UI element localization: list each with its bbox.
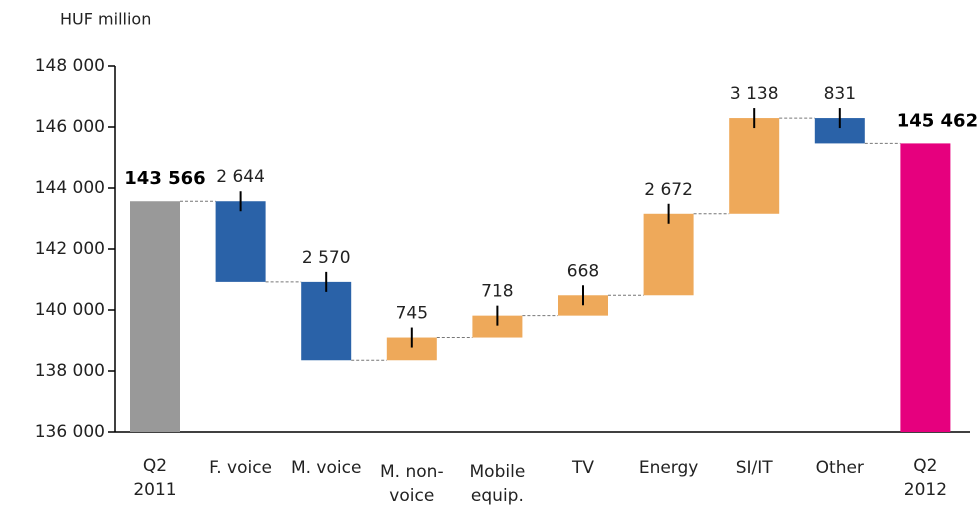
y-tick-label: 148 000	[35, 56, 105, 76]
bar	[215, 201, 266, 282]
x-tick-label: SI/IT	[736, 458, 774, 478]
bar	[130, 201, 180, 432]
value-label: 145 462	[897, 110, 978, 131]
y-tick-label: 138 000	[35, 361, 105, 381]
x-tick-label: Mobile equip.	[470, 462, 526, 506]
value-label: 668	[567, 261, 599, 281]
x-tick-label: Q2 2012	[904, 456, 947, 500]
value-label: 2 570	[302, 248, 351, 268]
bar	[386, 337, 437, 361]
y-tick-label: 142 000	[35, 239, 105, 259]
x-tick-label: M. non-voice	[380, 462, 444, 506]
bar	[900, 143, 951, 432]
value-label: 2 672	[644, 180, 693, 200]
y-tick-label: 144 000	[35, 178, 105, 198]
y-tick-label: 140 000	[35, 300, 105, 320]
bar	[643, 213, 694, 296]
value-label: 745	[396, 304, 428, 324]
value-label: 2 644	[216, 167, 265, 187]
value-label: 3 138	[730, 84, 779, 104]
x-tick-label: TV	[571, 458, 594, 478]
x-tick-label: M. voice	[291, 458, 361, 478]
value-label: 831	[824, 84, 856, 104]
y-tick-label: 136 000	[35, 422, 105, 442]
bar	[729, 118, 780, 214]
x-tick-label: Other	[816, 458, 864, 478]
x-tick-label: Q2 2011	[133, 456, 176, 500]
axis-label: HUF million	[60, 10, 151, 29]
value-label: 718	[481, 282, 513, 302]
bar	[558, 295, 608, 316]
bar	[472, 315, 523, 338]
y-tick-label: 146 000	[35, 117, 105, 137]
x-tick-label: Energy	[639, 458, 699, 478]
bar	[301, 281, 352, 361]
x-tick-label: F. voice	[209, 458, 272, 478]
value-label: 143 566	[124, 168, 205, 189]
